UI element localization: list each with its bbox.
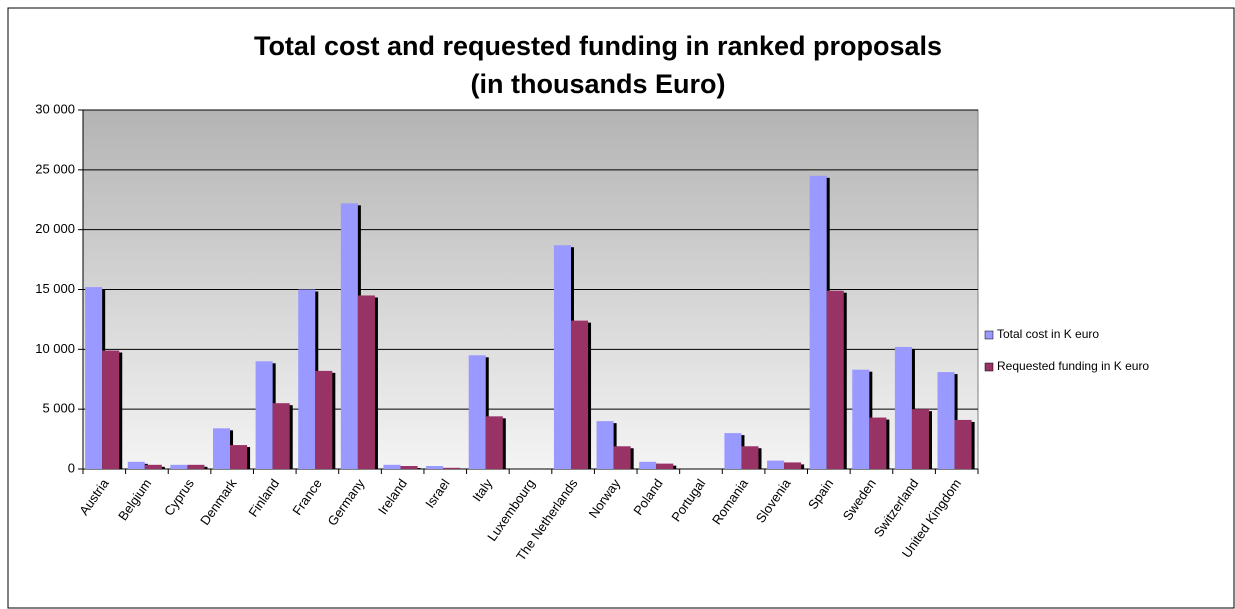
bar — [784, 462, 802, 469]
bar — [869, 417, 887, 469]
bar — [187, 464, 205, 469]
bar — [937, 372, 955, 469]
bar — [127, 461, 145, 469]
bar — [468, 355, 486, 469]
bar — [767, 460, 785, 469]
bar — [954, 419, 972, 469]
bar — [570, 320, 589, 469]
bar — [656, 463, 674, 469]
y-tick-label: 10 000 — [35, 341, 75, 356]
bar — [85, 287, 103, 469]
bar — [144, 464, 162, 469]
y-tick-label: 5 000 — [42, 401, 75, 416]
legend-swatch — [984, 330, 994, 340]
bar — [443, 467, 461, 469]
bar — [724, 433, 742, 469]
y-tick-label: 0 — [68, 460, 75, 475]
bar — [230, 445, 248, 469]
bar — [357, 295, 375, 469]
y-tick-label: 25 000 — [35, 161, 75, 176]
y-tick-label: 15 000 — [35, 281, 75, 296]
bar — [852, 369, 870, 469]
bar — [272, 403, 290, 469]
bar — [809, 175, 827, 470]
bar — [383, 464, 401, 469]
y-tick-label: 30 000 — [35, 101, 75, 116]
bar — [212, 428, 231, 469]
bar — [170, 464, 188, 469]
bar — [426, 466, 444, 469]
bar — [596, 421, 614, 469]
bar — [741, 446, 759, 469]
bar — [826, 290, 844, 469]
bar — [340, 203, 358, 469]
chart-title: Total cost and requested funding in rank… — [254, 31, 942, 61]
y-tick-label: 20 000 — [35, 221, 75, 236]
legend-label: Total cost in K euro — [997, 327, 1099, 341]
bar — [255, 361, 273, 469]
bar — [315, 370, 333, 469]
chart-subtitle: (in thousands Euro) — [471, 69, 726, 99]
legend-label: Requested funding in K euro — [997, 359, 1149, 373]
bar — [102, 350, 120, 469]
bar — [485, 416, 503, 469]
legend-swatch — [984, 362, 994, 372]
bar — [911, 409, 929, 469]
bar — [400, 466, 418, 469]
bar — [894, 346, 912, 469]
bar — [613, 446, 631, 469]
bar — [553, 245, 571, 469]
bar — [639, 461, 657, 469]
bar — [298, 289, 316, 469]
